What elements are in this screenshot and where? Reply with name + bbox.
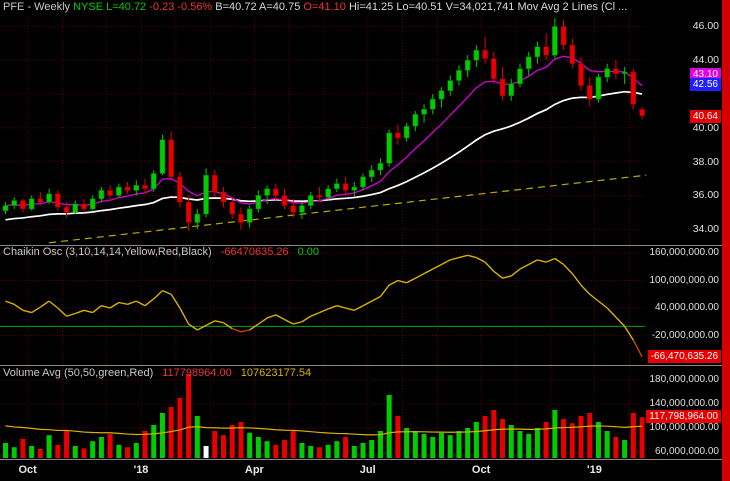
chaikin-legend-label[interactable]: Chaikin Osc (3,10,14,14,Yellow,Red,Black… bbox=[3, 246, 212, 258]
right-edge-strip bbox=[722, 0, 730, 481]
quote-field: PFE - Weekly bbox=[3, 1, 74, 13]
quote-field: B=40.72 A=40.75 bbox=[215, 1, 304, 13]
quote-field: O=41.10 bbox=[303, 1, 349, 13]
candlestick-series bbox=[2, 18, 645, 231]
quote-field: Hi=41.25 Lo=40.51 V=34,021,741 bbox=[348, 1, 518, 13]
moving-average-lines bbox=[5, 55, 643, 221]
trendline bbox=[49, 174, 647, 244]
chaikin-legend-value: -66470635.26 bbox=[220, 246, 289, 258]
volume-indicator-legend[interactable]: Volume Avg (50,50,green,Red) 117798964.00… bbox=[3, 367, 311, 379]
quote-field: Mov Avg 2 Lines (Cl ... bbox=[517, 1, 628, 13]
volume-legend-label[interactable]: Volume Avg (50,50,green,Red) bbox=[3, 367, 154, 379]
quote-header: PFE - Weekly NYSE L=40.72 -0.23 -0.56% B… bbox=[3, 1, 643, 15]
quote-field: NYSE bbox=[73, 1, 107, 13]
chaikin-oscillator bbox=[0, 254, 645, 358]
quote-field: -0.23 -0.56% bbox=[149, 1, 216, 13]
volume-average-line bbox=[5, 425, 643, 436]
volume-bars bbox=[3, 374, 645, 458]
volume-legend-avg2: 107623177.54 bbox=[240, 367, 312, 379]
quote-field: L=40.72 bbox=[106, 1, 150, 13]
chaikin-indicator-legend[interactable]: Chaikin Osc (3,10,14,14,Yellow,Red,Black… bbox=[3, 246, 319, 258]
volume-legend-avg1: 117798964.00 bbox=[162, 367, 232, 379]
chaikin-legend-zero: 0.00 bbox=[297, 246, 320, 258]
